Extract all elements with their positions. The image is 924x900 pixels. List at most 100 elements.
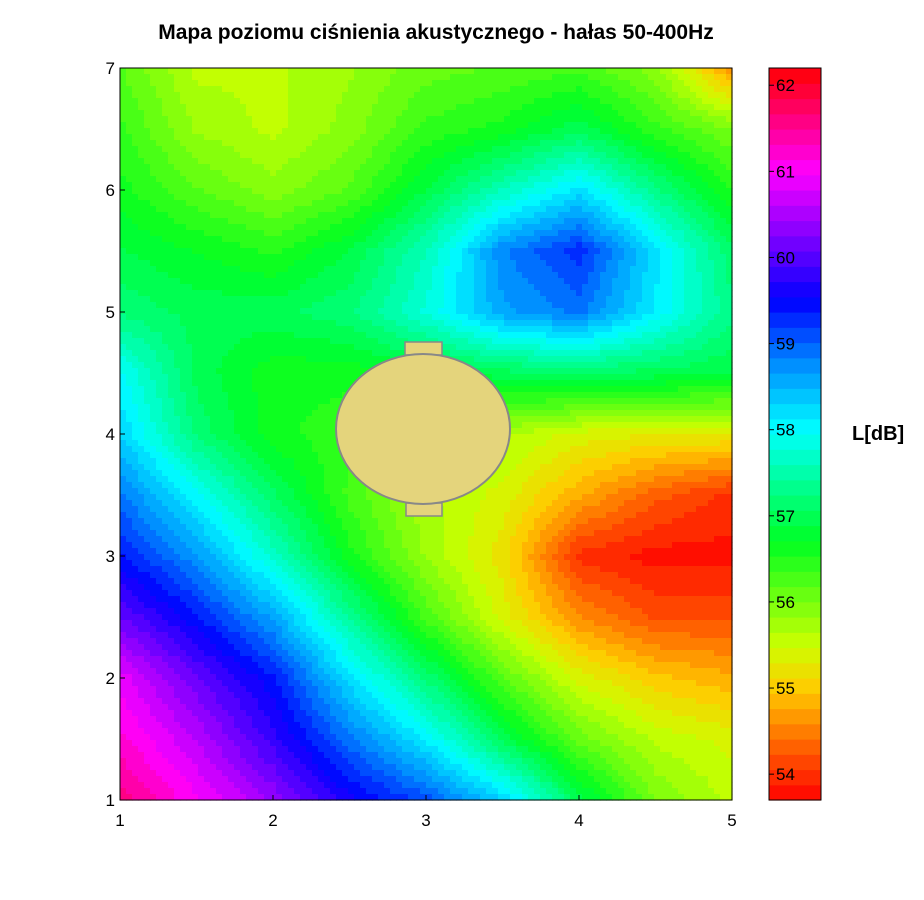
heatmap-cell [366, 170, 373, 177]
heatmap-cell [186, 224, 193, 231]
heatmap-cell [198, 278, 205, 285]
heatmap-cell [240, 158, 247, 165]
heatmap-cell [528, 284, 535, 291]
heatmap-cell [654, 164, 661, 171]
heatmap-cell [240, 260, 247, 267]
heatmap-cell [222, 212, 229, 219]
heatmap-cell [156, 272, 163, 279]
heatmap-cell [432, 176, 439, 183]
heatmap-cell [300, 200, 307, 207]
heatmap-cell [156, 86, 163, 93]
heatmap-cell [654, 98, 661, 105]
heatmap-cell [432, 188, 439, 195]
heatmap-cell [210, 260, 217, 267]
heatmap-cell [594, 104, 601, 111]
heatmap-cell [522, 128, 529, 135]
heatmap-cell [678, 134, 685, 141]
heatmap-cell [696, 98, 703, 105]
heatmap-cell [198, 290, 205, 297]
heatmap-cell [264, 170, 271, 177]
heatmap-cell [384, 344, 391, 351]
heatmap-cell [630, 206, 637, 213]
heatmap-cell [306, 236, 313, 243]
heatmap-cell [714, 86, 721, 93]
heatmap-cell [384, 236, 391, 243]
heatmap-cell [420, 86, 427, 93]
heatmap-cell [684, 284, 691, 291]
heatmap-cell [420, 80, 427, 87]
heatmap-cell [330, 338, 337, 345]
heatmap-cell [714, 128, 721, 135]
heatmap-cell [660, 260, 667, 267]
heatmap-cell [576, 302, 583, 309]
heatmap-cell [516, 68, 523, 75]
heatmap-cell [672, 74, 679, 81]
heatmap-cell [636, 230, 643, 237]
heatmap-cell [162, 320, 169, 327]
heatmap-cell [132, 326, 139, 333]
heatmap-cell [618, 164, 625, 171]
heatmap-cell [516, 152, 523, 159]
heatmap-cell [360, 230, 367, 237]
heatmap-cell [606, 320, 613, 327]
heatmap-cell [168, 164, 175, 171]
heatmap-cell [606, 224, 613, 231]
heatmap-cell [702, 158, 709, 165]
heatmap-cell [696, 344, 703, 351]
heatmap-cell [258, 92, 265, 99]
heatmap-cell [642, 218, 649, 225]
heatmap-cell [324, 212, 331, 219]
heatmap-cell [342, 116, 349, 123]
heatmap-cell [600, 350, 607, 357]
heatmap-cell [660, 104, 667, 111]
heatmap-cell [354, 122, 361, 129]
heatmap-cell [138, 260, 145, 267]
heatmap-cell [420, 188, 427, 195]
heatmap-cell [372, 278, 379, 285]
heatmap-cell [492, 218, 499, 225]
heatmap-cell [210, 68, 217, 75]
heatmap-cell [198, 296, 205, 303]
heatmap-cell [552, 152, 559, 159]
heatmap-cell [642, 278, 649, 285]
heatmap-cell [612, 74, 619, 81]
heatmap-cell [462, 92, 469, 99]
heatmap-cell [384, 314, 391, 321]
heatmap-cell [390, 140, 397, 147]
heatmap-cell [162, 74, 169, 81]
heatmap-cell [486, 224, 493, 231]
heatmap-cell [456, 110, 463, 117]
heatmap-cell [276, 92, 283, 99]
heatmap-cell [198, 236, 205, 243]
heatmap-cell [282, 344, 289, 351]
heatmap-cell [600, 122, 607, 129]
heatmap-cell [318, 332, 325, 339]
heatmap-cell [300, 176, 307, 183]
heatmap-cell [234, 128, 241, 135]
heatmap-cell [174, 194, 181, 201]
heatmap-cell [282, 332, 289, 339]
heatmap-cell [720, 308, 727, 315]
heatmap-cell [186, 254, 193, 261]
heatmap-cell [648, 86, 655, 93]
heatmap-cell [228, 326, 235, 333]
heatmap-cell [270, 182, 277, 189]
heatmap-cell [564, 230, 571, 237]
heatmap-cell [618, 194, 625, 201]
heatmap-cell [618, 236, 625, 243]
heatmap-cell [648, 224, 655, 231]
heatmap-cell [660, 134, 667, 141]
heatmap-cell [186, 314, 193, 321]
heatmap-cell [354, 344, 361, 351]
heatmap-cell [594, 74, 601, 81]
heatmap-cell [516, 164, 523, 171]
heatmap-cell [570, 158, 577, 165]
heatmap-cell [576, 206, 583, 213]
heatmap-cell [408, 158, 415, 165]
heatmap-cell [252, 320, 259, 327]
heatmap-cell [126, 110, 133, 117]
heatmap-cell [216, 272, 223, 279]
heatmap-cell [540, 254, 547, 261]
heatmap-cell [444, 182, 451, 189]
heatmap-cell [678, 320, 685, 327]
